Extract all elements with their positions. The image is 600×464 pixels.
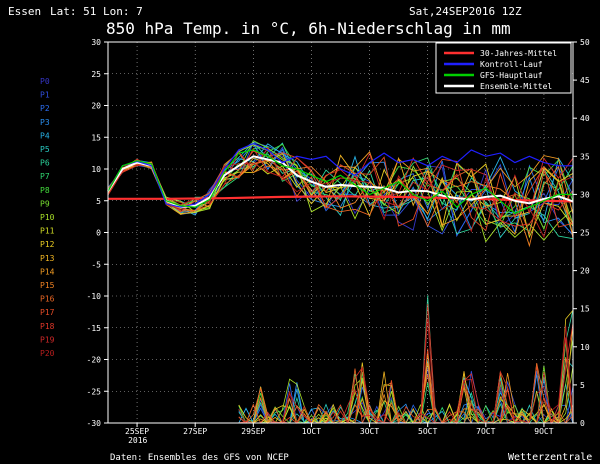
left-tick-label: 10 — [91, 165, 101, 174]
right-tick-label: 50 — [580, 38, 590, 47]
right-tick-label: 30 — [580, 190, 590, 199]
x-tick-label: 1OCT — [302, 427, 321, 436]
left-tick-label: -15 — [87, 324, 102, 333]
left-tick-label: 5 — [96, 197, 101, 206]
member-line-P16 — [107, 159, 574, 236]
left-tick-label: -20 — [87, 356, 102, 365]
member-line-P7 — [107, 146, 574, 232]
right-tick-label: 45 — [580, 76, 590, 85]
member-labels: P0 P1 P2 P3 P4 P5 P6 P7 P8 P9 P10 P11 P12 P13 P14 P15 P1… — [40, 77, 55, 358]
member-label-P10: P10 — [40, 213, 55, 222]
chart-grid — [108, 42, 573, 423]
member-label-P11: P11 — [40, 227, 55, 236]
left-tick-label: -30 — [87, 419, 102, 428]
location-coords: Lat: 51 Lon: 7 — [50, 5, 143, 18]
run-time: Sat,24SEP2016 12Z — [409, 5, 522, 18]
right-tick-label: 35 — [580, 152, 590, 161]
series-30-jahres-mittel — [108, 195, 574, 203]
chart-legend: 30-Jahres-Mittel Kontroll-Lauf GFS-Hauptla… — [435, 42, 572, 94]
member-label-P12: P12 — [40, 240, 55, 249]
data-source: Daten: Ensembles des GFS von NCEP — [110, 453, 289, 463]
right-tick-label: 15 — [580, 305, 590, 314]
member-label-P18: P18 — [40, 322, 55, 331]
right-tick-label: 25 — [580, 229, 590, 238]
member-line-P10 — [107, 144, 574, 243]
chart-axes: 302520151050-5-10-15-20-25-3050454035302… — [87, 38, 590, 445]
member-line-P6 — [107, 153, 574, 240]
member-line-P13 — [107, 154, 574, 236]
member-line-P15 — [107, 152, 574, 248]
legend-box — [435, 42, 572, 94]
x-tick-label: 7OCT — [476, 427, 495, 436]
member-label-P0: P0 — [40, 77, 50, 86]
member-label-P4: P4 — [40, 131, 50, 140]
member-label-P1: P1 — [40, 91, 50, 100]
member-label-P14: P14 — [40, 267, 55, 276]
left-tick-label: 15 — [91, 133, 101, 142]
ensemble-members-lines — [107, 140, 574, 248]
right-tick-label: 10 — [580, 343, 590, 352]
x-tick-label: 25SEP — [125, 427, 149, 436]
member-label-P15: P15 — [40, 281, 55, 290]
member-label-P5: P5 — [40, 145, 50, 154]
right-tick-label: 0 — [580, 419, 585, 428]
location-name: Essen — [8, 5, 41, 18]
member-label-P9: P9 — [40, 199, 50, 208]
legend-label: GFS-Hauptlauf — [480, 71, 543, 80]
left-tick-label: -25 — [87, 387, 102, 396]
member-label-P16: P16 — [40, 295, 55, 304]
member-label-P19: P19 — [40, 335, 55, 344]
precip-line-P15 — [238, 356, 574, 425]
right-tick-label: 40 — [580, 114, 590, 123]
left-tick-label: 25 — [91, 70, 101, 79]
member-label-P20: P20 — [40, 349, 55, 358]
legend-label: Kontroll-Lauf — [480, 60, 543, 69]
x-tick-label: 5OCT — [418, 427, 437, 436]
left-tick-label: 20 — [91, 102, 101, 111]
left-tick-label: 30 — [91, 38, 101, 47]
legend-label: Ensemble-Mittel — [480, 82, 552, 91]
member-label-P2: P2 — [40, 104, 50, 113]
member-label-P17: P17 — [40, 308, 55, 317]
x-tick-label: 9OCT — [534, 427, 553, 436]
legend-label: 30-Jahres-Mittel — [480, 49, 557, 58]
member-label-P13: P13 — [40, 254, 55, 263]
member-label-P7: P7 — [40, 172, 50, 181]
member-label-P8: P8 — [40, 186, 50, 195]
member-line-P20 — [107, 162, 574, 239]
x-tick-label: 27SEP — [183, 427, 207, 436]
right-tick-label: 20 — [580, 267, 590, 276]
left-tick-label: -10 — [87, 292, 102, 301]
member-label-P6: P6 — [40, 159, 50, 168]
x-tick-year: 2016 — [128, 436, 147, 445]
x-tick-label: 3OCT — [360, 427, 379, 436]
left-tick-label: -5 — [91, 260, 101, 269]
x-tick-label: 29SEP — [241, 427, 265, 436]
member-line-P14 — [107, 151, 574, 226]
member-label-P3: P3 — [40, 118, 50, 127]
right-tick-label: 5 — [580, 381, 585, 390]
main-series — [107, 142, 574, 215]
chart-title: 850 hPa Temp. in °C, 6h-Niederschlag in … — [106, 19, 511, 38]
series-gfs-hauptlauf — [107, 149, 573, 215]
brand: Wetterzentrale — [508, 452, 592, 463]
left-tick-label: 0 — [96, 229, 101, 238]
